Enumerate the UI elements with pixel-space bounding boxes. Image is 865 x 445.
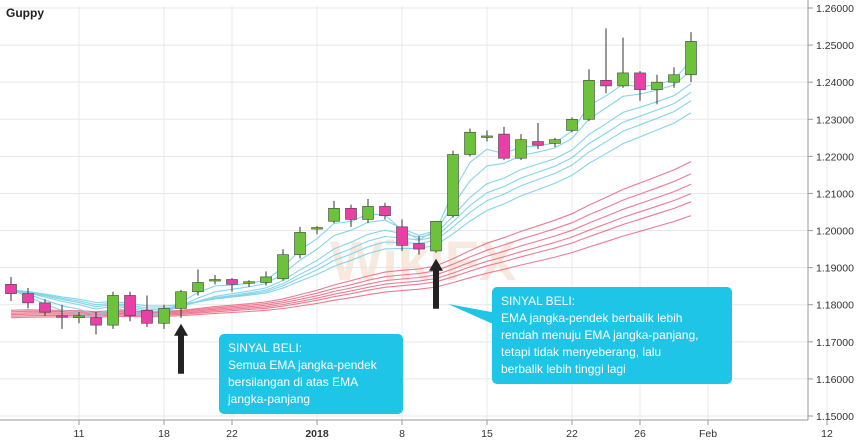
candle-up (685, 41, 697, 76)
y-tick-label: 1.25000 (816, 40, 854, 52)
candle-down (498, 133, 510, 159)
x-tick-label: 22 (226, 428, 238, 440)
candle-up (311, 227, 323, 230)
x-tick-label: 8 (399, 428, 405, 440)
candle-down (39, 302, 51, 313)
candlestick-series (5, 28, 697, 335)
x-tick-label: 18 (158, 428, 170, 440)
candle-up (158, 308, 170, 324)
y-tick-label: 1.21000 (816, 188, 854, 200)
candle-up (583, 80, 595, 120)
callout-1-body: Semua EMA jangka-pendek bersilangan di a… (228, 358, 377, 406)
y-tick-label: 1.19000 (816, 263, 854, 275)
candle-down (22, 293, 34, 304)
candle-up (192, 282, 204, 293)
y-tick-label: 1.24000 (816, 77, 854, 89)
y-tick-label: 1.18000 (816, 300, 854, 312)
long-ema-line (10, 215, 692, 319)
candle-down (396, 226, 408, 246)
buy-signal-arrows (174, 258, 443, 374)
candle-up (651, 81, 663, 90)
candle-down (56, 315, 68, 318)
candle-up (464, 131, 476, 155)
callout-2-tail (448, 304, 502, 328)
x-tick-label: 15 (481, 428, 493, 440)
candle-up (260, 276, 272, 283)
callout-buy-signal-2: SINYAL BELI: EMA jangka-pendek berbalik … (492, 287, 732, 384)
y-tick-label: 1.15000 (816, 411, 854, 423)
y-axis-ticks: 1.26000 1.25000 1.24000 1.23000 1.22000 1.210… (808, 3, 854, 423)
buy-arrow-icon (429, 258, 443, 309)
x-tick-label: 11 (74, 428, 85, 440)
candle-up (515, 139, 527, 159)
candle-down (141, 309, 153, 324)
candle-down (345, 207, 357, 220)
x-tick-label: 26 (634, 428, 646, 440)
candle-down (413, 243, 425, 250)
y-tick-label: 1.26000 (816, 3, 854, 15)
callout-buy-signal-1: SINYAL BELI: Semua EMA jangka-pendek ber… (219, 334, 403, 414)
candle-down (634, 72, 646, 90)
chart-title: Guppy (6, 6, 44, 20)
callout-2-body: EMA jangka-pendek berbalik lebih rendah … (501, 311, 699, 376)
candle-up (209, 279, 221, 282)
x-tick-label: Feb (699, 428, 717, 440)
x-tick-label: 12 (821, 428, 833, 440)
x-tick-label: 22 (566, 428, 578, 440)
y-tick-label: 1.16000 (816, 374, 854, 386)
candle-up (549, 139, 561, 144)
candle-up (107, 295, 119, 326)
y-tick-label: 1.17000 (816, 337, 854, 349)
candle-down (90, 317, 102, 326)
candle-up (294, 232, 306, 255)
y-tick-label: 1.23000 (816, 114, 854, 126)
candle-down (532, 141, 544, 146)
candle-up (481, 135, 493, 138)
x-tick-label: 2018 (305, 428, 329, 440)
candle-up (362, 206, 374, 220)
candle-up (617, 72, 629, 87)
candle-up (328, 207, 340, 222)
callout-1-title: SINYAL BELI: (228, 341, 303, 355)
callout-2-title: SINYAL BELI: (501, 294, 576, 308)
x-axis-ticks: 11 18 22 2018 8 15 22 26 Feb 12 (74, 420, 833, 440)
candle-up (430, 220, 442, 252)
candle-up (447, 154, 459, 217)
candle-up (668, 74, 680, 83)
candle-up (73, 315, 85, 319)
candle-down (124, 295, 136, 317)
candle-up (277, 254, 289, 280)
candle-down (5, 284, 17, 294)
gridlines (0, 6, 828, 420)
candle-down (226, 279, 238, 285)
candle-up (175, 291, 187, 309)
candle-up (566, 118, 578, 131)
candle-down (600, 80, 612, 87)
buy-arrow-icon (174, 323, 188, 374)
y-tick-label: 1.20000 (816, 226, 854, 238)
y-tick-label: 1.22000 (816, 151, 854, 163)
candle-up (243, 281, 255, 284)
candle-down (379, 206, 391, 217)
